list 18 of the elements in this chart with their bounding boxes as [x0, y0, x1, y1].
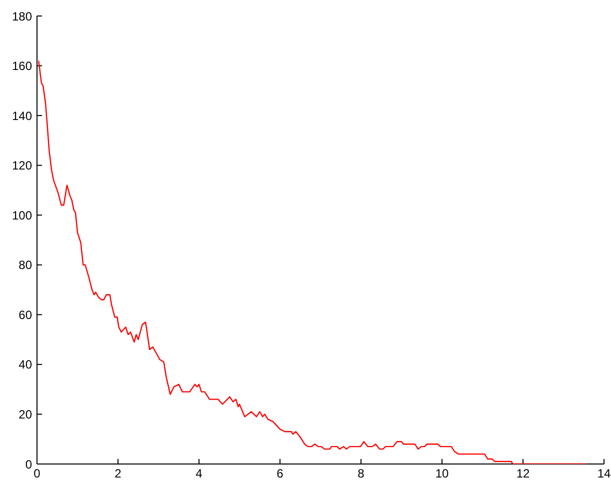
x-tick-label: 4: [196, 466, 203, 480]
y-tick-label: 140: [12, 108, 32, 123]
x-tick-label: 6: [276, 466, 284, 480]
x-tick-label: 8: [358, 466, 365, 480]
x-tick-label: 12: [516, 466, 530, 480]
y-tick-label: 20: [18, 407, 32, 422]
y-tick-label: 100: [12, 208, 32, 222]
line-series: [38, 60, 587, 464]
y-tick-label: 120: [12, 158, 32, 173]
y-tick-label: 60: [18, 308, 32, 322]
x-tick-label: 10: [435, 466, 449, 480]
y-tick-label: 40: [18, 358, 32, 372]
x-tick-label: 0: [34, 466, 41, 480]
y-tick-label: 180: [12, 9, 32, 24]
x-tick-label: 14: [597, 466, 611, 480]
x-tick-label: 2: [114, 466, 122, 480]
y-tick-label: 80: [18, 258, 32, 272]
y-tick-label: 160: [12, 59, 32, 74]
